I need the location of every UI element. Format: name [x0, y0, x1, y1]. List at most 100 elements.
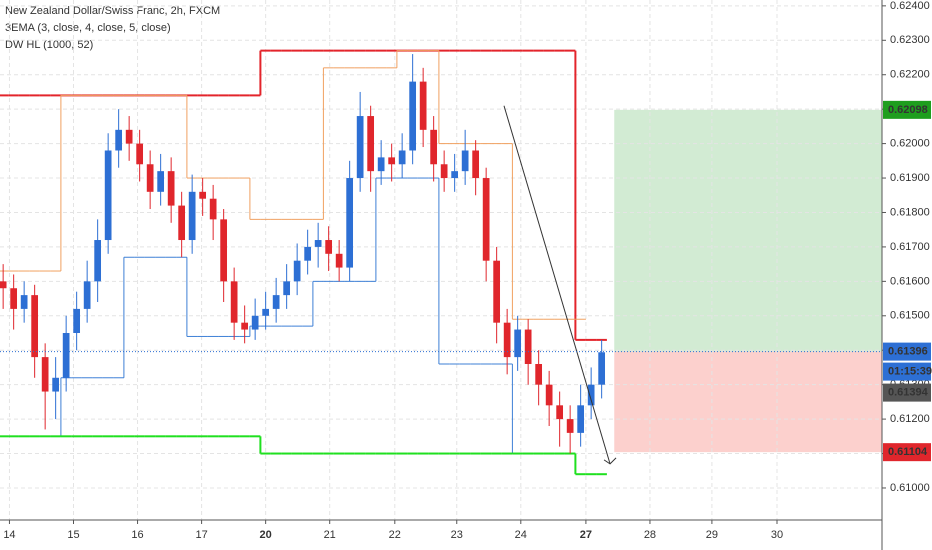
x-tick-label: 21: [324, 529, 336, 541]
candle-body: [346, 178, 354, 268]
candle-body: [62, 333, 70, 378]
candle-body: [304, 246, 312, 261]
candle-body: [104, 150, 112, 241]
candle-body: [188, 191, 196, 241]
indicator-label: 3EMA (3, close, 4, close, 5, close): [5, 22, 171, 34]
target-label: 0.62098: [888, 104, 928, 116]
candle-body: [283, 281, 291, 296]
candle-body: [598, 352, 606, 385]
x-tick-label: 30: [771, 529, 783, 541]
y-tick-label: 0.61600: [890, 275, 930, 287]
stop-label: 0.61104: [888, 446, 928, 458]
y-tick-label: 0.61800: [890, 206, 930, 218]
candle-body: [83, 281, 91, 309]
candle-body: [566, 419, 574, 433]
x-tick-label: 17: [195, 529, 207, 541]
candle-body: [451, 171, 459, 179]
candle-body: [587, 384, 595, 406]
candle-body: [409, 81, 417, 151]
x-tick-label: 15: [67, 529, 79, 541]
candle-body: [20, 295, 28, 309]
x-tick-label: 20: [260, 529, 272, 541]
x-tick-label: 23: [451, 529, 463, 541]
candle-body: [367, 116, 375, 172]
y-tick-label: 0.62200: [890, 69, 930, 81]
candle-body: [178, 205, 186, 241]
candle-body: [356, 116, 364, 179]
candle-body: [94, 240, 102, 282]
candle-body: [493, 260, 501, 323]
y-tick-label: 0.61900: [890, 172, 930, 184]
candle-body: [524, 329, 532, 364]
candle-body: [209, 198, 217, 220]
candle-body: [556, 405, 564, 420]
candle-body: [482, 178, 490, 261]
last-price-label: 0.61394: [888, 387, 929, 399]
candle-body: [262, 308, 270, 316]
countdown: 01:15:39: [888, 366, 932, 378]
profit-zone: [614, 109, 882, 352]
y-tick-label: 0.61500: [890, 310, 930, 322]
candle-body: [293, 260, 301, 282]
candle-body: [440, 164, 448, 179]
candle-body: [514, 329, 522, 358]
candle-body: [272, 295, 280, 309]
countdown-bg: [883, 362, 931, 381]
entry-label-bg: [883, 342, 931, 361]
candle-body: [199, 191, 207, 199]
candle-body: [41, 357, 49, 392]
candle-body: [0, 281, 7, 289]
candle-body: [10, 288, 18, 309]
indicator-label: DW HL (1000, 52): [5, 39, 93, 51]
candle-body: [31, 295, 39, 358]
y-tick-label: 0.62400: [890, 0, 930, 12]
candle-body: [241, 322, 249, 330]
x-tick-label: 14: [3, 529, 15, 541]
candle-body: [325, 240, 333, 254]
candle-body: [430, 129, 438, 165]
candle-body: [157, 171, 165, 192]
candle-body: [335, 253, 343, 268]
candle-body: [577, 405, 585, 433]
y-tick-label: 0.62000: [890, 138, 930, 150]
y-tick-label: 0.62300: [890, 34, 930, 46]
x-tick-label: 16: [131, 529, 143, 541]
stop-label-bg: [883, 443, 931, 462]
candle-body: [125, 129, 133, 144]
x-tick-label: 28: [644, 529, 656, 541]
symbol-title: New Zealand Dollar/Swiss Franc, 2h, FXCM: [5, 5, 220, 17]
candle-body: [167, 171, 175, 206]
x-tick-label: 22: [389, 529, 401, 541]
candle-body: [136, 143, 144, 165]
y-tick-label: 0.61000: [890, 482, 930, 494]
entry-label: 0.61396: [888, 346, 928, 358]
x-tick-label: 24: [515, 529, 527, 541]
candle-body: [146, 164, 154, 192]
candle-body: [377, 157, 385, 172]
candle-body: [545, 384, 553, 406]
candle-body: [398, 150, 406, 165]
candle-body: [314, 240, 322, 247]
candle-body: [419, 81, 427, 130]
x-tick-label: 27: [580, 529, 592, 541]
loss-zone: [614, 351, 882, 453]
candle-body: [230, 281, 238, 323]
candle-body: [52, 377, 60, 392]
last-price-label-bg: [883, 383, 931, 402]
candle-body: [115, 129, 123, 151]
candle-body: [220, 219, 228, 282]
candle-body: [388, 157, 396, 165]
y-tick-label: 0.61200: [890, 413, 930, 425]
candle-body: [472, 150, 480, 179]
arrow-head: [603, 457, 617, 465]
candle-body: [461, 150, 469, 172]
candle-body: [503, 322, 511, 358]
candle-body: [535, 364, 543, 385]
x-tick-label: 29: [706, 529, 718, 541]
y-tick-label: 0.61700: [890, 241, 930, 253]
arrow-line: [503, 105, 611, 465]
candle-body: [251, 315, 259, 330]
target-label-bg: [883, 100, 931, 119]
candle-body: [73, 308, 81, 334]
